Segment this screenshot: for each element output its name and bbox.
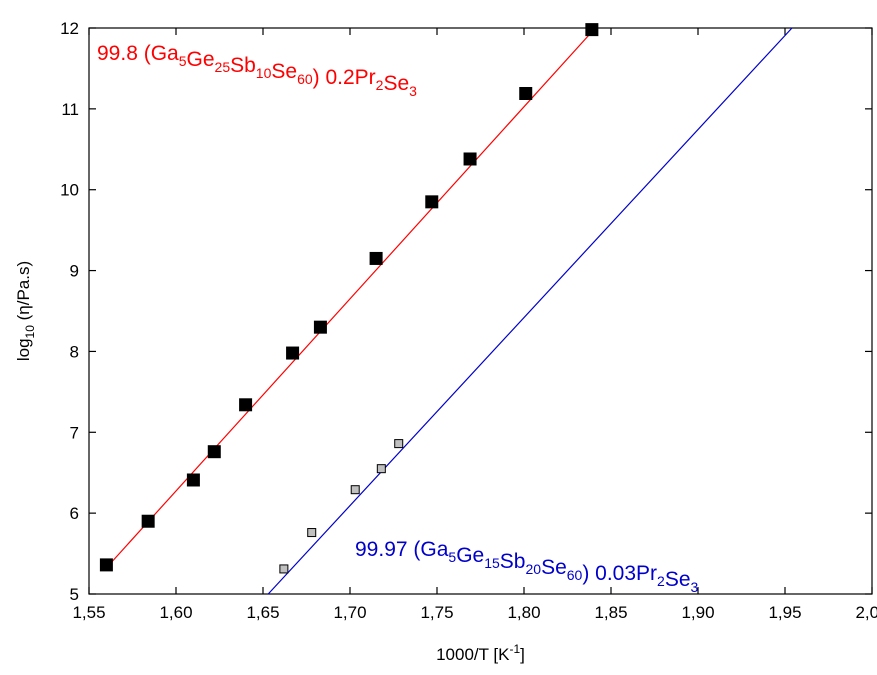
axis-ticks: 1,55 1,60 1,65 1,70 1,75 1,80 1,85 1,90 1,95 2,00… <box>60 19 877 622</box>
y-tick-label: 9 <box>70 262 79 281</box>
point-series-2 <box>350 485 360 495</box>
point-series-1 <box>141 514 155 528</box>
y-tick-label: 7 <box>70 423 79 442</box>
y-tick-label: 5 <box>70 585 79 604</box>
x-tick-label: 1,75 <box>420 603 453 622</box>
x-tick-label: 1,65 <box>246 603 279 622</box>
x-tick-label: 1,90 <box>681 603 714 622</box>
y-axis-title: log10 (η/Pa.s) <box>14 261 37 361</box>
point-series-1 <box>463 152 477 166</box>
point-series-1 <box>99 558 113 572</box>
x-tick-label: 1,70 <box>333 603 366 622</box>
point-series-2 <box>307 528 317 538</box>
point-series-2 <box>394 439 404 449</box>
point-series-1 <box>425 195 439 209</box>
x-axis-title: 1000/T [K-1] <box>436 642 525 664</box>
point-series-1 <box>369 251 383 265</box>
point-series-1 <box>519 86 533 100</box>
x-tick-label: 1,60 <box>159 603 192 622</box>
x-tick-label: 2,00 <box>855 603 877 622</box>
point-series-1 <box>585 23 599 37</box>
point-series-1 <box>286 346 300 360</box>
y-tick-label: 8 <box>70 342 79 361</box>
fit-line-series-1 <box>104 27 596 571</box>
y-tick-label: 6 <box>70 504 79 523</box>
x-tick-label: 1,80 <box>507 603 540 622</box>
point-series-2 <box>376 464 386 474</box>
x-tick-label: 1,85 <box>594 603 627 622</box>
series-label-2: 99.97 (Ga5Ge15Sb20Se60) 0.03Pr2Se3 <box>355 538 699 595</box>
point-series-1 <box>239 398 253 412</box>
point-series-1 <box>207 445 221 459</box>
y-tick-label: 11 <box>61 100 79 119</box>
y-tick-label: 10 <box>60 181 79 200</box>
series-label-1: 99.8 (Ga5Ge25Sb10Se60) 0.2Pr2Se3 <box>97 42 417 99</box>
y-tick-label: 12 <box>60 19 79 38</box>
point-series-1 <box>186 473 200 487</box>
point-series-1 <box>313 320 327 334</box>
x-tick-label: 1,95 <box>768 603 801 622</box>
plot-area <box>88 27 873 595</box>
series-labels: 99.8 (Ga5Ge25Sb10Se60) 0.2Pr2Se3 99.97 (G… <box>97 42 699 595</box>
point-series-2 <box>279 564 289 574</box>
fit-line-series-2 <box>267 27 793 595</box>
data-points <box>99 23 599 574</box>
fit-lines <box>104 27 793 595</box>
x-tick-label: 1,55 <box>72 603 105 622</box>
